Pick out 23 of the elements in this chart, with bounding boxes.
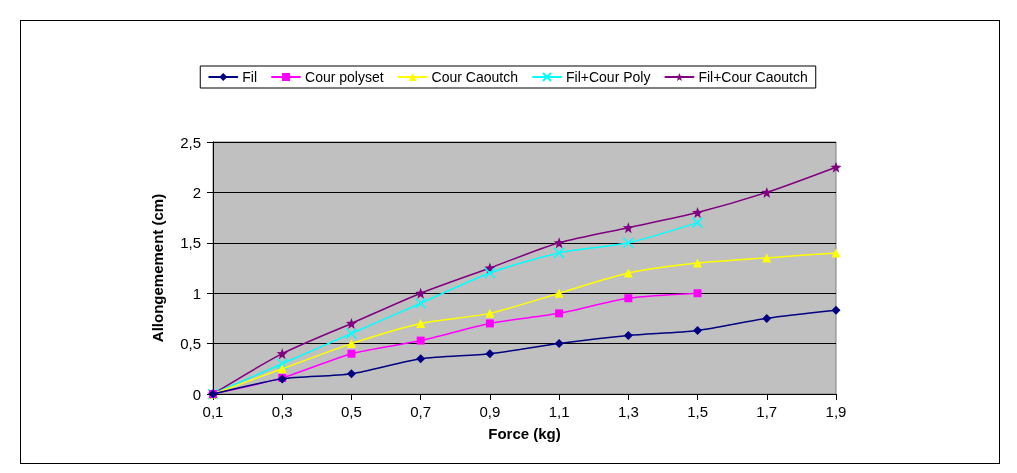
- y-tick-label: 0: [192, 385, 201, 403]
- x-tick-label: 0,1: [202, 403, 224, 420]
- x-tick-label: 0,5: [341, 403, 362, 420]
- x-tick-label: 1,9: [825, 403, 847, 420]
- legend-label: Fil+Cour Caoutch: [698, 69, 808, 85]
- y-axis-title: Allongemement (cm): [149, 193, 166, 343]
- x-tick-label: 1,7: [756, 403, 778, 420]
- x-tick-label: 1,1: [548, 403, 570, 420]
- x-tick-label: 0,7: [410, 403, 432, 420]
- legend-label: Fil: [242, 69, 258, 85]
- x-axis-title: Force (kg): [488, 425, 561, 442]
- y-tick-label: 1: [192, 284, 201, 302]
- y-tick-label: 1,5: [180, 234, 201, 252]
- legend-label: Cour polyset: [305, 69, 384, 85]
- legend-label: Fil+Cour Poly: [566, 69, 651, 85]
- y-tick-label: 2,5: [180, 133, 201, 151]
- x-tick-label: 0,3: [271, 403, 293, 420]
- y-tick-label: 2: [192, 183, 201, 201]
- y-tick-label: 0,5: [180, 335, 201, 353]
- x-tick-label: 1,5: [687, 403, 708, 420]
- x-tick-label: 1,3: [617, 403, 639, 420]
- x-tick-label: 0,9: [479, 403, 501, 420]
- legend-label: Cour Caoutch: [431, 69, 519, 85]
